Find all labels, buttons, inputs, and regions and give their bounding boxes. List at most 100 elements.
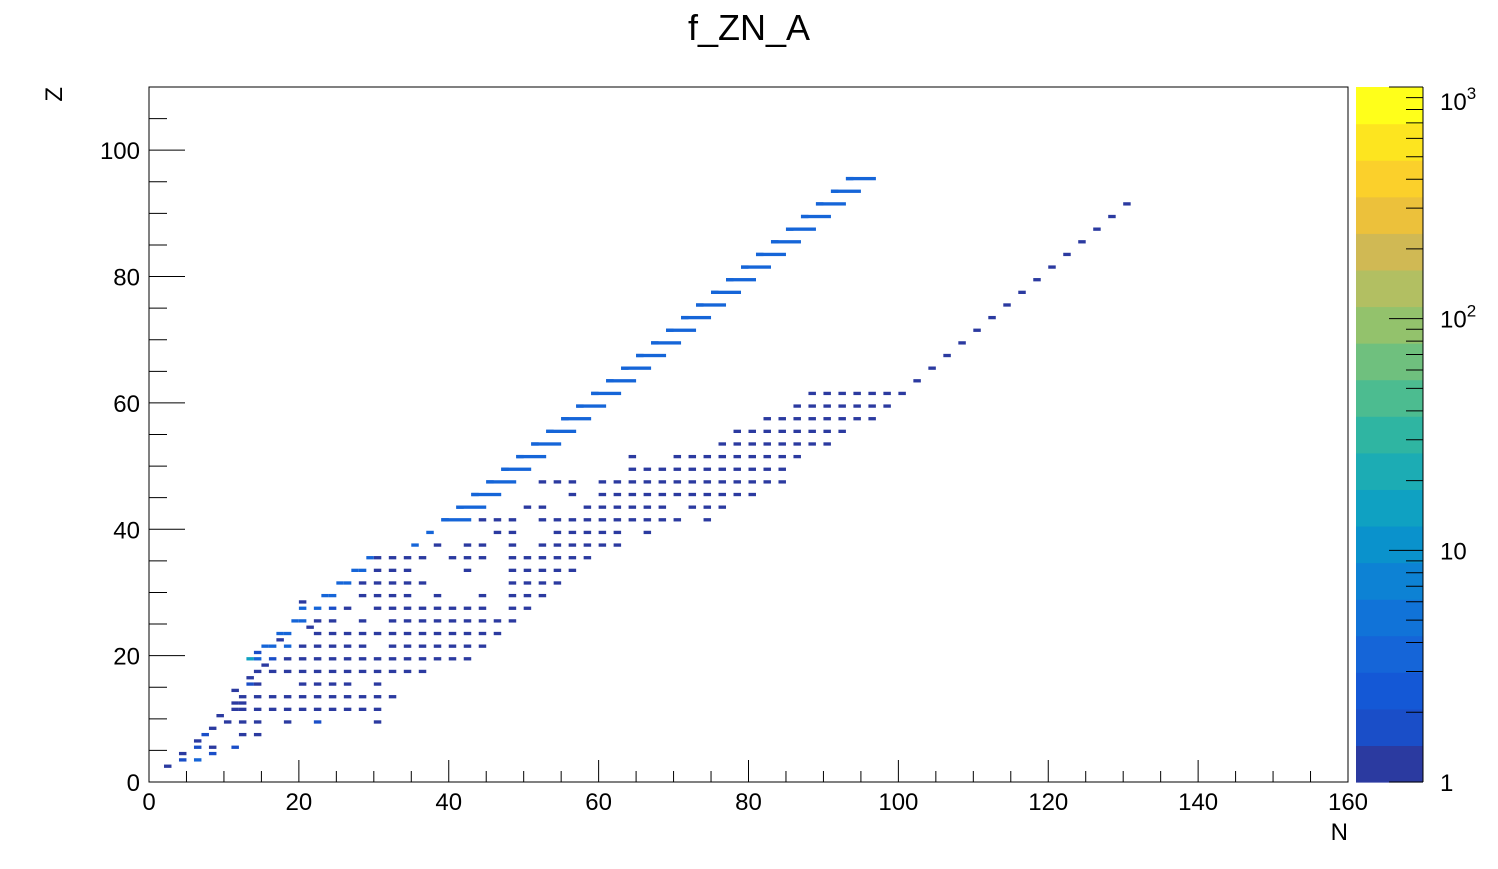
heatmap-cell: [373, 682, 382, 686]
heatmap-cell: [523, 505, 532, 509]
heatmap-cell: [763, 467, 771, 471]
heatmap-cell: [523, 556, 532, 560]
heatmap-cell: [238, 695, 247, 699]
y-tick-label: 80: [113, 265, 140, 292]
x-tick-label: 40: [435, 789, 462, 816]
colorbar-segment: [1356, 196, 1423, 234]
heatmap-cell: [808, 417, 816, 421]
heatmap-cell: [193, 745, 202, 749]
heatmap-cell: [478, 606, 487, 610]
heatmap-cell: [373, 606, 382, 610]
heatmap-cell: [493, 619, 502, 623]
heatmap-cell: [703, 454, 712, 459]
heatmap-cell: [688, 492, 697, 497]
heatmap-cell: [433, 593, 442, 598]
heatmap-cell: [283, 644, 292, 648]
heatmap-cell: [838, 404, 846, 408]
heatmap-cell: [373, 657, 382, 661]
heatmap-cell: [238, 732, 247, 737]
heatmap-cell: [1123, 202, 1131, 206]
heatmap-cell: [313, 657, 322, 661]
heatmap-cell: [718, 480, 727, 484]
heatmap-cell: [868, 417, 876, 421]
heatmap-cell: [261, 644, 269, 648]
heatmap-ridge-band: [800, 214, 831, 219]
heatmap-cell: [493, 530, 502, 535]
heatmap-cell: [403, 631, 412, 636]
heatmap-cell: [853, 417, 861, 421]
heatmap-cell: [703, 480, 712, 484]
heatmap-cell: [463, 657, 472, 661]
heatmap-cell: [733, 492, 741, 497]
heatmap-ridge-band: [726, 278, 756, 282]
heatmap-cell: [403, 568, 412, 572]
heatmap-cell: [283, 669, 292, 674]
heatmap-cell: [508, 543, 517, 547]
heatmap-cell: [433, 644, 442, 648]
heatmap-cell: [366, 556, 374, 560]
heatmap-cell: [478, 619, 487, 623]
heatmap-cell: [373, 568, 382, 572]
heatmap-ridge-band: [456, 505, 487, 509]
heatmap-cell: [568, 568, 577, 572]
heatmap-cell: [733, 480, 741, 484]
heatmap-cell: [358, 593, 367, 598]
heatmap-cell: [373, 707, 382, 711]
heatmap-cell: [823, 442, 831, 446]
heatmap-cell: [478, 644, 487, 648]
heatmap-ridge-band: [561, 417, 592, 421]
heatmap-ridge-band: [516, 454, 547, 459]
heatmap-cell: [358, 644, 367, 648]
heatmap-cell: [216, 714, 224, 718]
heatmap-cell: [163, 764, 172, 768]
heatmap-cell: [343, 707, 352, 711]
heatmap-cell: [388, 606, 397, 610]
heatmap-cell: [568, 518, 577, 522]
heatmap-cell: [358, 695, 367, 699]
heatmap-cell: [613, 480, 622, 484]
heatmap-cell: [448, 631, 457, 636]
heatmap-cell: [178, 751, 187, 756]
heatmap-cell: [283, 707, 292, 711]
heatmap-cell: [643, 530, 652, 535]
heatmap-cell: [321, 593, 329, 598]
heatmap-cell: [418, 669, 427, 674]
y-axis: 0 20 40 60 80 100: [100, 86, 185, 797]
colorbar-segment: [1356, 233, 1423, 271]
x-tick-label: 120: [1028, 789, 1068, 816]
heatmap-cell: [508, 518, 517, 522]
heatmap-cell: [598, 543, 607, 547]
heatmap-cell: [553, 518, 562, 522]
heatmap-cell: [1033, 278, 1041, 282]
heatmap-cell: [343, 631, 352, 636]
colorbar-segment: [1356, 525, 1423, 564]
heatmap-cell: [763, 480, 771, 484]
heatmap-cell: [1003, 303, 1011, 307]
heatmap-cell: [358, 631, 367, 636]
heatmap-cell: [808, 404, 816, 408]
heatmap-cell: [748, 480, 756, 484]
heatmap-cell: [793, 429, 801, 433]
heatmap-cell: [463, 556, 472, 560]
heatmap-cell: [448, 644, 457, 648]
heatmap-cell: [448, 556, 457, 560]
heatmap-ridge-band: [636, 353, 667, 358]
heatmap-cell: [538, 505, 547, 509]
heatmap-cell: [223, 720, 232, 724]
heatmap-cell: [598, 480, 607, 484]
heatmap-cells: [163, 176, 1131, 768]
colorbar-segment: [1356, 343, 1423, 381]
heatmap-cell: [388, 657, 397, 661]
heatmap-cell: [418, 644, 427, 648]
heatmap-cell: [433, 543, 442, 547]
heatmap-cell: [748, 442, 756, 446]
heatmap-cell: [748, 467, 756, 471]
heatmap-cell: [508, 556, 517, 560]
heatmap-cell: [313, 707, 322, 711]
heatmap-cell: [658, 505, 667, 509]
heatmap-cell: [351, 568, 359, 572]
heatmap-cell: [403, 669, 412, 674]
heatmap-cell: [538, 568, 547, 572]
heatmap-cell: [343, 669, 352, 674]
heatmap-ridge-band: [441, 518, 472, 522]
